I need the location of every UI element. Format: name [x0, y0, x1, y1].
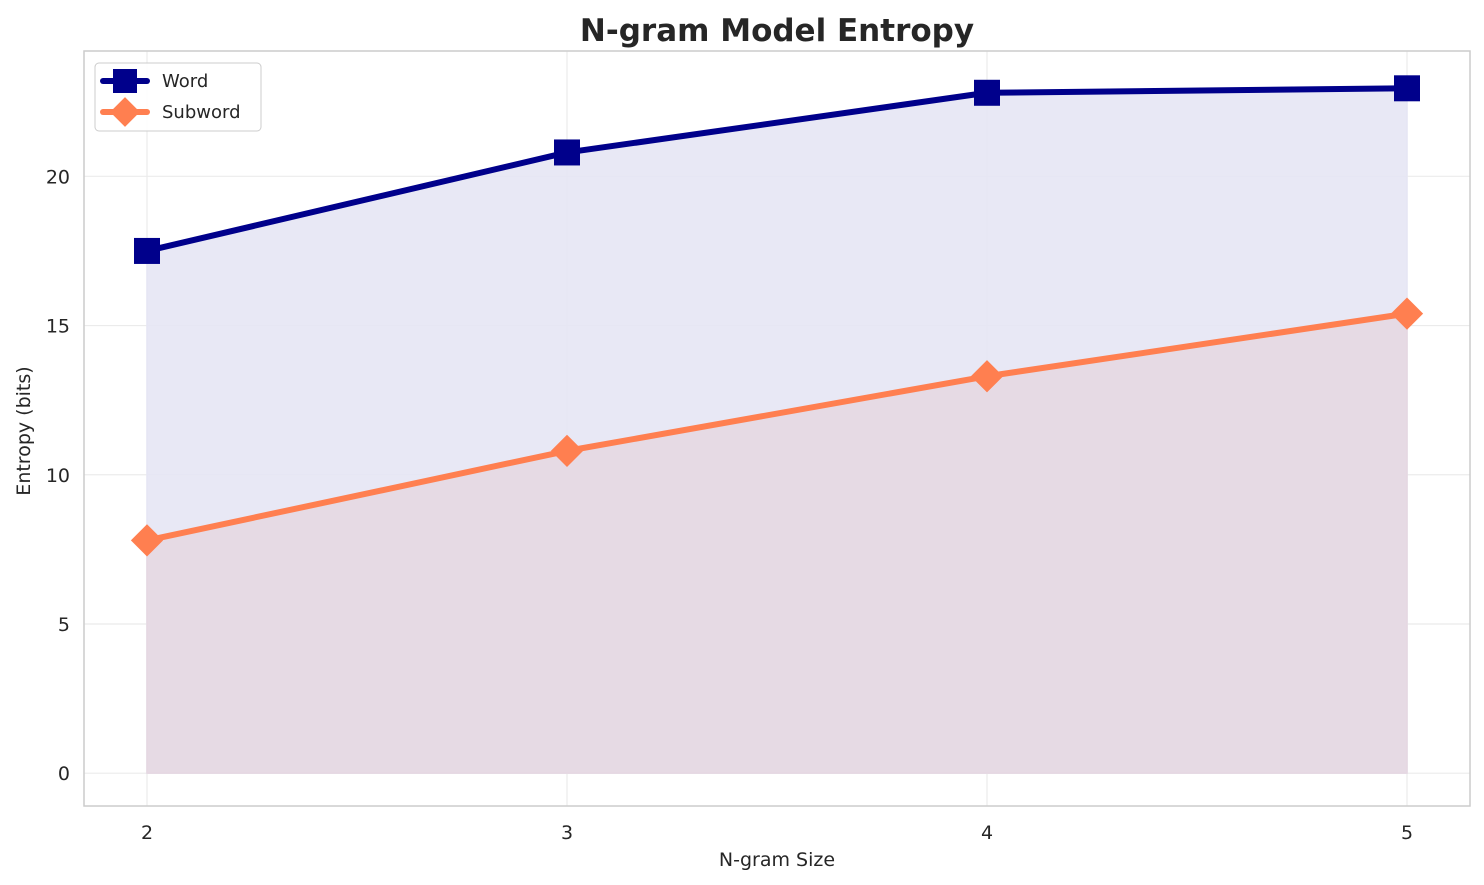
series-lines	[144, 85, 1410, 544]
y-tick-label: 20	[46, 166, 70, 188]
legend-label-word: Word	[162, 71, 208, 92]
y-tick-label: 10	[46, 465, 70, 487]
legend-label-subword: Subword	[162, 102, 241, 123]
data-point-subword	[1390, 297, 1424, 330]
data-point-word	[134, 237, 160, 264]
data-point-subword	[130, 524, 164, 557]
series-line-word	[144, 85, 1410, 254]
x-tick-label: 3	[561, 822, 573, 844]
plot-frame	[83, 50, 1471, 807]
x-tick-label: 4	[981, 822, 993, 844]
y-tick-label: 5	[58, 614, 70, 636]
y-axis-label: Entropy (bits)	[13, 366, 35, 495]
series-markers	[130, 75, 1424, 557]
y-tick-labels: 0 5 10 15 20	[46, 166, 70, 785]
x-tick-label: 5	[1401, 822, 1413, 844]
legend-marker-subword	[110, 97, 140, 127]
y-tick-label: 15	[46, 316, 70, 338]
y-tick-label: 0	[58, 763, 70, 785]
x-tick-label: 2	[141, 822, 153, 844]
legend-marker-word	[113, 69, 137, 93]
legend: Word Subword	[94, 62, 262, 132]
area-fills	[146, 87, 1408, 774]
chart-title: N-gram Model Entropy	[580, 13, 974, 49]
data-point-subword	[970, 360, 1004, 393]
data-point-word	[1394, 75, 1420, 102]
x-axis-label: N-gram Size	[719, 849, 835, 871]
data-point-subword	[550, 434, 584, 468]
data-point-word	[974, 79, 1000, 106]
data-point-word	[554, 139, 580, 166]
x-tick-labels: 2 3 4 5	[141, 822, 1413, 844]
series-line-subword	[144, 310, 1410, 544]
